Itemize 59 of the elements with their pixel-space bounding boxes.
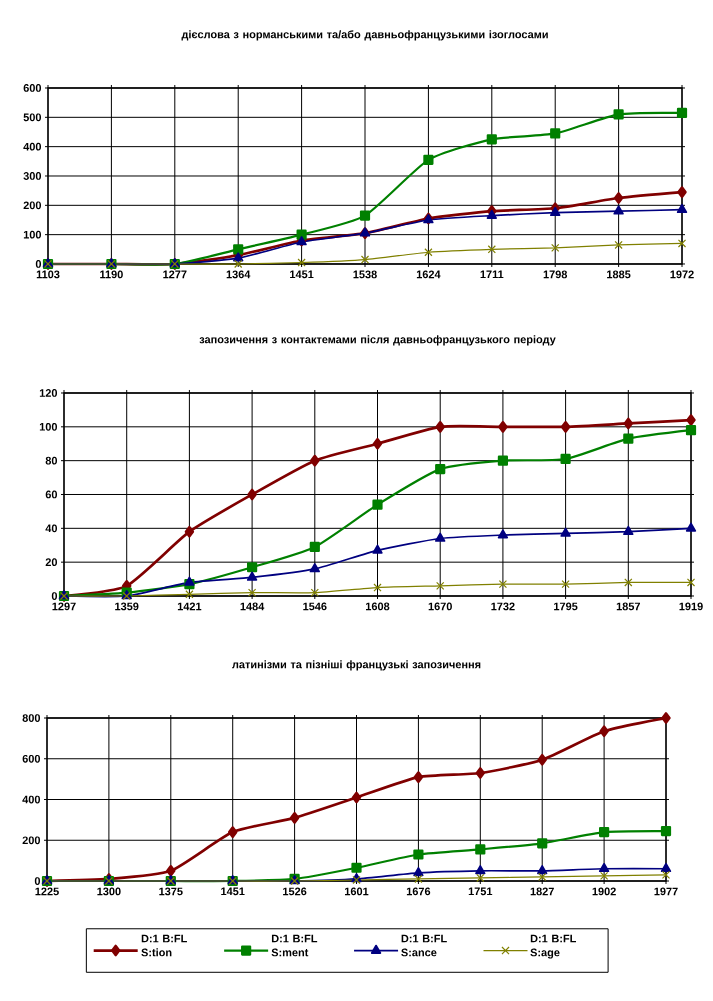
y-tick-label: 40 xyxy=(45,524,58,533)
y-tick-label: 200 xyxy=(23,201,42,210)
x-tick-label: 1300 xyxy=(97,887,121,896)
x-tick-label: 1103 xyxy=(36,270,60,279)
x-tick-label: 1977 xyxy=(654,887,678,896)
x-tick-label: 1375 xyxy=(159,887,183,896)
x-tick-label: 1919 xyxy=(679,602,703,611)
x-tick-label: 1526 xyxy=(283,887,307,896)
x-tick-label: 1711 xyxy=(480,270,504,279)
y-tick-label: 100 xyxy=(39,422,58,431)
y-tick-label: 0 xyxy=(34,877,41,885)
y-tick-label: 100 xyxy=(23,230,42,239)
x-tick-label: 1798 xyxy=(543,270,568,279)
legend-label: D:1 B:FL S:ance xyxy=(401,934,447,957)
legend-label: D:1 B:FL S:tion xyxy=(141,934,187,957)
y-tick-label: 600 xyxy=(22,754,41,763)
y-tick-label: 20 xyxy=(45,558,58,567)
chart-title: латинізми та пізніші французькі запозичення xyxy=(232,660,481,671)
x-tick-label: 1885 xyxy=(607,270,631,279)
y-tick-label: 60 xyxy=(45,490,58,499)
y-tick-label: 120 xyxy=(39,389,58,397)
x-tick-label: 1624 xyxy=(416,270,441,279)
x-tick-label: 1364 xyxy=(226,270,251,279)
y-tick-label: 800 xyxy=(22,714,41,722)
x-tick-label: 1972 xyxy=(670,270,694,279)
x-tick-label: 1190 xyxy=(100,270,123,279)
x-tick-label: 1601 xyxy=(345,887,369,896)
chart-title: дієслова з норманськими та/або давньофранцузькими ізоглосами xyxy=(181,30,548,41)
x-tick-label: 1857 xyxy=(616,602,641,611)
y-tick-label: 600 xyxy=(23,84,42,92)
legend-label: D:1 B:FL S:age xyxy=(530,934,577,959)
legend-label: D:1 B:FL S:ment xyxy=(271,934,318,957)
x-tick-label: 1827 xyxy=(530,887,554,896)
x-tick-label: 1297 xyxy=(52,602,76,611)
x-tick-label: 1421 xyxy=(177,602,202,611)
x-tick-label: 1608 xyxy=(366,602,390,611)
x-tick-label: 1538 xyxy=(353,270,377,279)
y-tick-label: 400 xyxy=(22,795,41,804)
y-tick-label: 0 xyxy=(35,260,42,268)
x-tick-label: 1732 xyxy=(491,602,515,611)
x-tick-label: 1670 xyxy=(428,602,452,611)
x-tick-label: 1902 xyxy=(592,887,616,896)
x-tick-label: 1795 xyxy=(554,602,578,611)
x-tick-label: 1277 xyxy=(163,270,187,279)
y-tick-label: 300 xyxy=(23,172,42,180)
y-tick-label: 0 xyxy=(51,592,58,600)
x-tick-label: 1484 xyxy=(240,602,265,611)
x-tick-label: 1676 xyxy=(406,887,431,896)
y-tick-label: 200 xyxy=(22,836,41,845)
x-tick-label: 1359 xyxy=(115,602,139,611)
y-tick-label: 500 xyxy=(23,113,42,122)
x-tick-label: 1451 xyxy=(221,887,245,896)
chart-title: запозичення з контактемами після давньофранцузького періоду xyxy=(199,335,556,346)
x-tick-label: 1751 xyxy=(468,887,493,896)
x-tick-label: 1451 xyxy=(290,270,314,279)
x-tick-label: 1546 xyxy=(303,602,327,611)
y-tick-label: 80 xyxy=(45,456,58,465)
y-tick-label: 400 xyxy=(23,142,42,151)
x-tick-label: 1225 xyxy=(35,887,59,896)
